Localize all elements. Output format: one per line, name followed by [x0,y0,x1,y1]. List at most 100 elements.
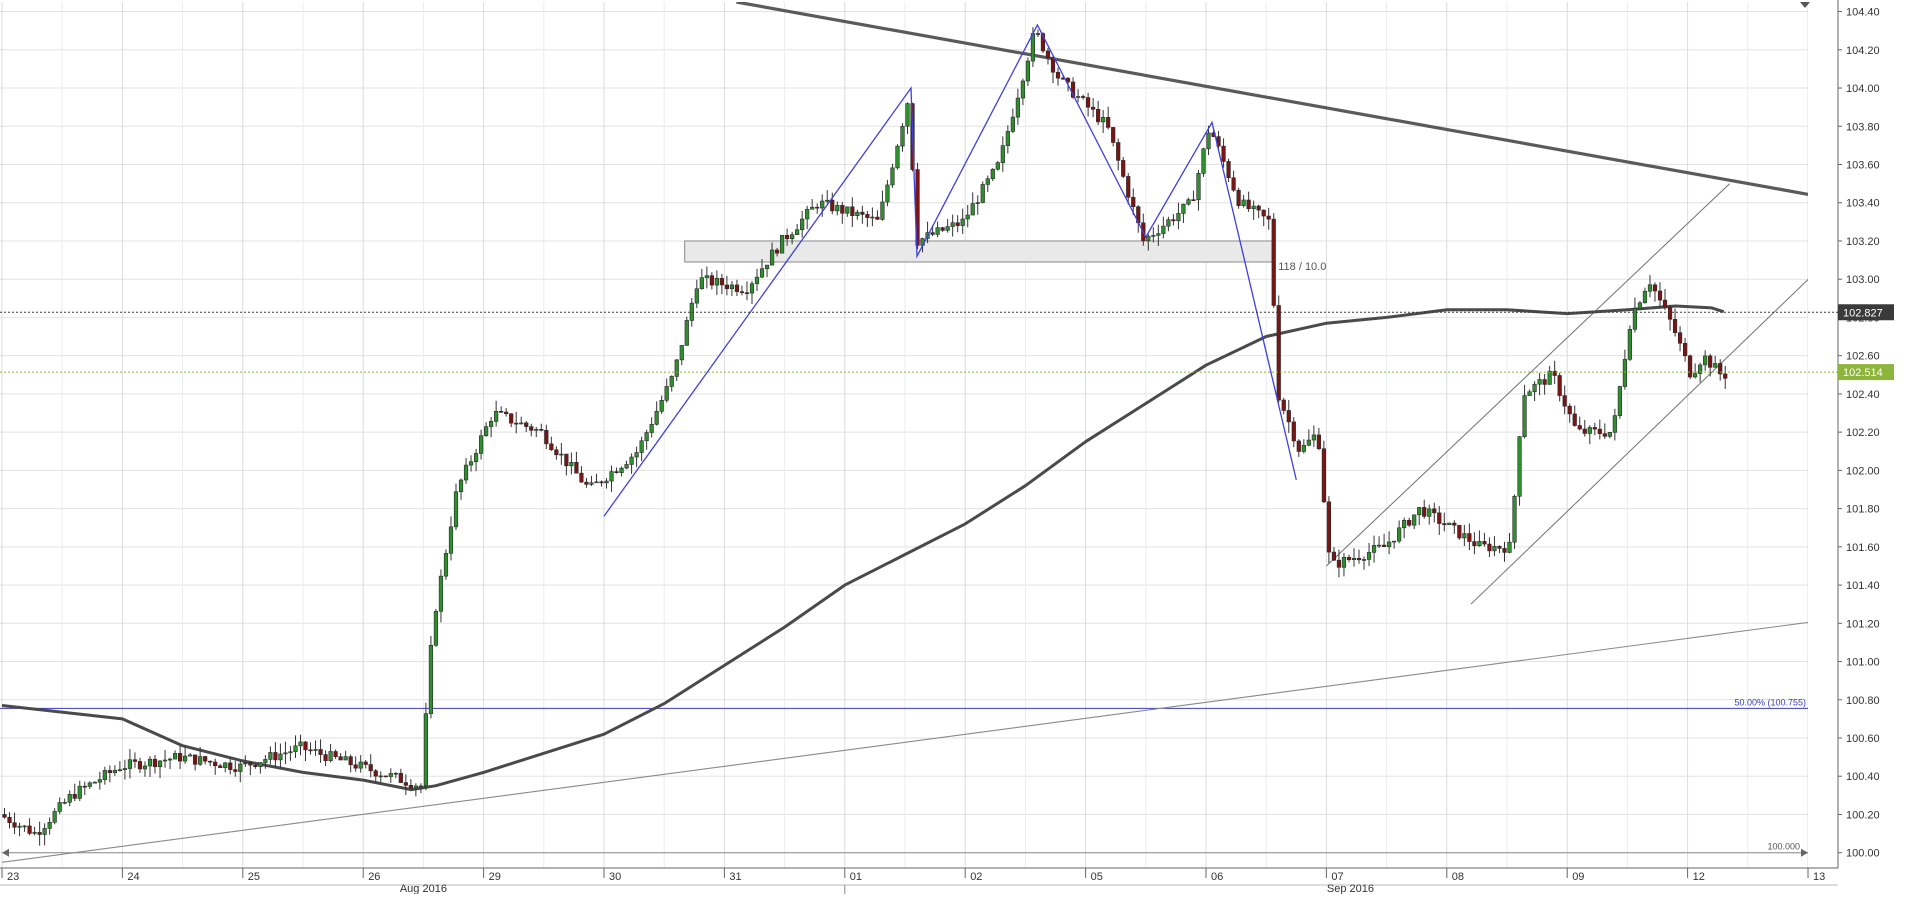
candle-body [328,751,333,761]
y-tick-label: 102.00 [1846,465,1880,477]
candle-body [1723,373,1728,379]
candle-body [243,762,248,765]
candle-body [679,345,684,361]
candle-body [1221,145,1226,162]
candle-body [504,411,509,415]
candle-body [860,211,865,215]
candle-body [1698,364,1703,374]
y-tick-label: 104.20 [1846,45,1880,57]
candle-body [749,283,755,294]
candle-body [1567,405,1572,415]
candle-body [358,761,363,769]
candle-body [564,453,569,467]
ma-last-value-label: 102.827 [1843,307,1883,319]
annotation-label: 118 / 10.0 [1278,261,1326,273]
candle-body [1191,199,1196,201]
candle-body [152,758,158,768]
candle-body [699,277,704,290]
candle-body [32,832,37,834]
candle-body [1086,97,1091,108]
candle-body [12,822,17,828]
y-tick-label: 101.60 [1846,542,1880,554]
x-day-label: 07 [1331,871,1343,883]
candle-body [338,756,343,761]
y-tick-label: 100.80 [1846,695,1880,707]
x-day-label: 24 [127,871,139,883]
candle-body [1462,533,1467,539]
candle-body [1366,552,1372,560]
candle-body [132,759,138,762]
candle-body [1592,427,1597,430]
candle-body [1457,524,1462,539]
candle-body [810,206,815,210]
candle-body [1326,501,1332,553]
candle-body [348,756,353,766]
candle-body [228,762,233,770]
candle-body [1387,541,1392,548]
last-price-label: 102.514 [1843,367,1883,379]
candle-body [1597,428,1602,434]
candle-body [1346,556,1352,560]
candle-body [52,811,57,823]
candle-body [584,481,589,485]
y-tick-label: 103.00 [1846,274,1880,286]
zigzag-line [603,23,1297,517]
candle-body [1432,508,1437,514]
moving-average-line [1,304,1725,792]
candle-body [589,482,594,485]
candle-body [1622,359,1627,387]
candle-body [333,751,338,757]
candle-body [714,278,719,286]
candle-body [1341,556,1347,568]
candle-body [1111,127,1116,143]
candle-body [1055,71,1061,79]
candle-body [1512,495,1517,543]
candle-body [1607,432,1612,437]
candle-body [373,770,378,777]
candle-body [779,234,785,254]
candle-body [970,203,975,216]
candle-body [1392,540,1397,543]
candle-body [1708,355,1713,368]
candle-body [1682,342,1688,357]
candle-body [549,443,554,451]
y-tick-label: 103.60 [1846,159,1880,171]
candle-body [1206,132,1211,150]
candle-body [323,754,328,761]
candle-body [1437,512,1442,524]
candle-body [1507,541,1512,553]
candle-body [1296,440,1301,452]
candle-body [62,801,67,804]
candle-body [554,449,559,456]
candle-body [22,825,27,828]
candle-body [1146,235,1151,242]
candle-body [619,467,624,473]
candle-body [403,782,408,786]
baseline-right-arrow [1801,848,1808,857]
candle-body [418,785,423,788]
candle-body [785,234,790,240]
y-tick-label: 103.20 [1846,236,1880,248]
candle-body [840,205,845,214]
candle-body [1632,308,1638,330]
candle-body [1116,142,1121,161]
candle-body [529,426,534,431]
candle-body [1331,551,1337,561]
x-day-label: 01 [850,871,862,883]
candle-body [208,760,213,763]
candle-body [1351,558,1357,560]
candle-body [774,249,780,254]
candle-body [47,821,52,829]
candle-body [443,553,449,577]
baseline-left-arrow [2,848,9,857]
candle-body [594,481,599,484]
candle-body [1311,434,1316,441]
y-tick-label: 100.20 [1846,809,1880,821]
candle-body [1091,106,1096,110]
candle-body [1487,543,1492,552]
candle-body [1371,545,1377,553]
candle-body [1452,522,1457,526]
candle-body [815,206,820,209]
